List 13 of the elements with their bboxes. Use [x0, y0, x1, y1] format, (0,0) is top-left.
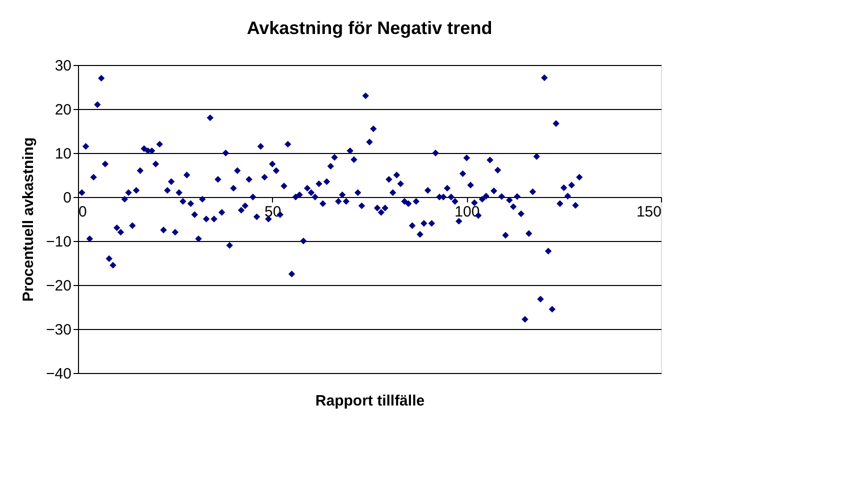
y-tick-label: −40	[46, 366, 72, 382]
y-tick-label: 0	[63, 190, 72, 206]
y-tick-label: −10	[46, 234, 72, 250]
y-tick-label: 20	[54, 102, 72, 118]
x-axis-title: Rapport tillfälle	[315, 392, 425, 410]
y-tick-label: 30	[54, 58, 72, 74]
y-tick-label: −20	[46, 278, 72, 294]
x-tick-label: 150	[636, 204, 662, 220]
y-axis-title: Procentuell avkastning	[20, 137, 38, 302]
y-tick-label: −30	[46, 322, 72, 338]
chart-title: Avkastning för Negativ trend	[246, 18, 492, 38]
y-tick-label: 10	[54, 146, 72, 162]
x-tick-label: 0	[78, 204, 87, 220]
